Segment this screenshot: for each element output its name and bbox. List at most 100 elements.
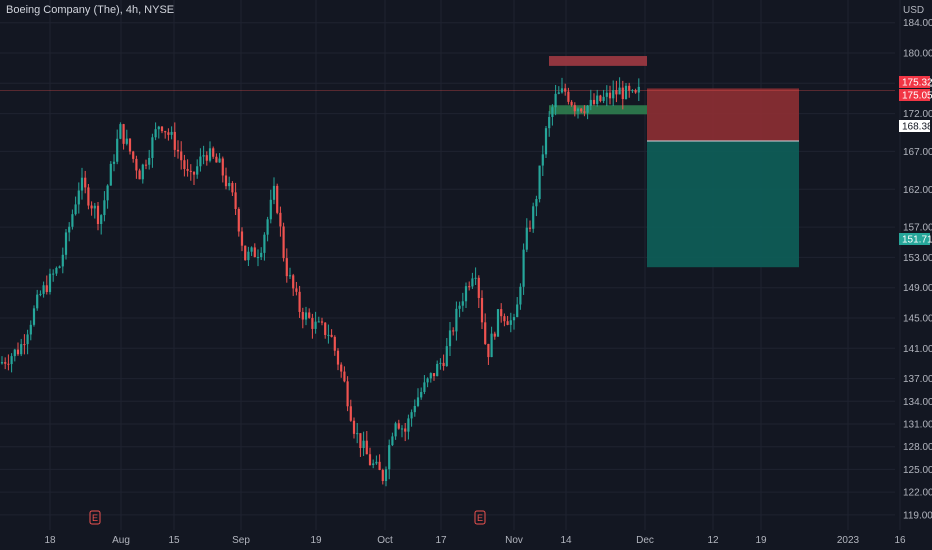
- candle-body: [535, 199, 538, 207]
- price-tag-bg: [899, 120, 930, 132]
- candle-body: [637, 86, 640, 93]
- candle-body: [608, 92, 612, 99]
- candle-body: [237, 208, 240, 232]
- candle-body: [471, 278, 474, 287]
- candle-body: [426, 378, 429, 383]
- candle-body: [36, 294, 39, 309]
- candle-body: [151, 137, 154, 158]
- candle-body: [304, 312, 308, 320]
- y-tick-label: 172.00: [903, 109, 932, 120]
- price-tag-label: 151.71: [902, 235, 932, 246]
- candle-body: [490, 333, 493, 358]
- candle-body: [10, 356, 13, 365]
- candle-body: [554, 93, 557, 108]
- candle-body: [596, 95, 599, 104]
- candle-body: [260, 252, 263, 258]
- candle-body: [567, 91, 570, 102]
- candle-body: [448, 330, 452, 347]
- price-tag-bg: [899, 76, 930, 88]
- candle-body: [429, 373, 432, 379]
- candle-body: [205, 155, 208, 161]
- candle-body: [74, 204, 77, 215]
- y-tick-label: 134.00: [903, 397, 932, 408]
- candle-body: [340, 364, 343, 372]
- candle-body: [599, 95, 602, 102]
- candle-body: [282, 226, 285, 259]
- y-tick-label: 167.00: [903, 147, 932, 158]
- candle-body: [122, 124, 125, 144]
- candle-body: [522, 249, 525, 287]
- chart-title: Boeing Company (The), 4h, NYSE: [6, 4, 175, 16]
- candle-body: [20, 344, 23, 355]
- candle-body: [602, 96, 605, 102]
- y-tick-label: 137.00: [903, 374, 932, 385]
- candle-body: [128, 138, 132, 152]
- earnings-badge: [89, 510, 101, 525]
- candle-body: [180, 151, 183, 161]
- candle-body: [413, 405, 416, 413]
- y-tick-label: 125.00: [903, 465, 932, 476]
- candle-body: [202, 155, 205, 157]
- x-tick-label: Nov: [505, 535, 523, 546]
- candle-body: [80, 177, 84, 191]
- candle-body: [580, 108, 583, 112]
- candle-body: [519, 286, 522, 305]
- candle-body: [183, 160, 186, 169]
- candle-body: [493, 333, 496, 337]
- candle-body: [442, 362, 445, 367]
- candle-body: [330, 334, 333, 337]
- candle-body: [212, 148, 215, 157]
- candle-body: [164, 131, 167, 133]
- candle-body: [391, 436, 394, 446]
- candle-body: [231, 182, 234, 193]
- candle-body: [477, 277, 480, 298]
- price-tag: 175.32: [899, 76, 932, 89]
- candle-body: [228, 182, 231, 187]
- price-tag-label: 168.38: [902, 122, 932, 133]
- candle-body: [23, 344, 26, 346]
- x-tick-label: 12: [707, 535, 719, 546]
- y-tick-label: 153.00: [903, 253, 932, 264]
- stop-loss-zone: [647, 88, 799, 141]
- price-tag-label: 175.05: [902, 91, 932, 102]
- x-tick-label: 18: [44, 535, 56, 546]
- support-zone: [549, 105, 647, 115]
- candle-body: [570, 101, 573, 106]
- candle-body: [359, 433, 362, 449]
- candle-body: [186, 168, 189, 171]
- candle-body: [474, 277, 477, 279]
- price-tag-label: 175.32: [902, 78, 932, 89]
- candle-body: [256, 257, 260, 259]
- candle-body: [247, 251, 250, 261]
- price-tag: 175.05: [899, 89, 932, 102]
- candle-body: [436, 363, 439, 377]
- y-tick-label: 184.00: [903, 18, 932, 29]
- candle-body: [26, 334, 29, 345]
- candle-body: [148, 157, 151, 165]
- resistance-zone: [549, 56, 647, 66]
- candle-body: [592, 99, 596, 104]
- candle-body: [634, 90, 637, 93]
- candle-body: [512, 317, 516, 321]
- candle-body: [196, 166, 199, 175]
- x-tick-label: 16: [894, 535, 906, 546]
- candle-body: [4, 362, 7, 364]
- candle-body: [439, 362, 442, 364]
- candle-body: [455, 308, 458, 332]
- candle-body: [564, 88, 567, 92]
- candle-body: [125, 138, 128, 144]
- candle-body: [288, 275, 292, 277]
- candle-body: [368, 454, 372, 466]
- candle-body: [576, 108, 580, 112]
- x-tick-label: Dec: [636, 535, 654, 546]
- candle-body: [362, 440, 365, 449]
- candle-body: [45, 285, 48, 292]
- candle-body: [317, 321, 320, 323]
- candle-body: [298, 291, 301, 312]
- candle-body: [586, 105, 589, 113]
- candle-body: [343, 371, 346, 382]
- price-tag-bg: [899, 89, 930, 101]
- candle-body: [263, 234, 266, 253]
